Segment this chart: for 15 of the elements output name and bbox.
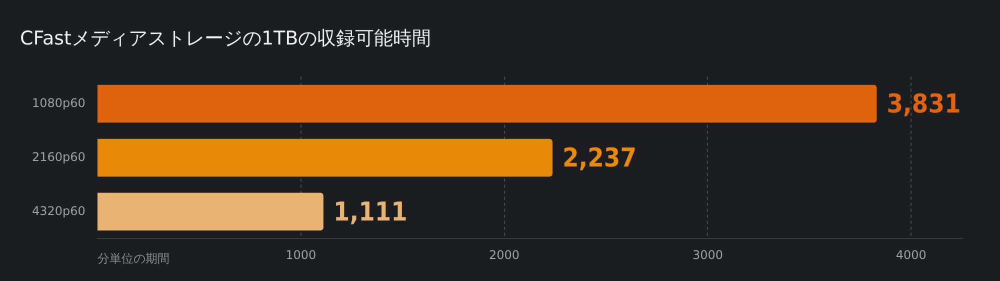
x-tick-label: 3000 [692,248,723,262]
x-tick-label: 2000 [489,248,520,262]
x-axis-title: 分単位の期間 [97,252,170,266]
x-tick-label: 4000 [896,248,926,262]
y-tick-label: 1080p60 [32,96,86,110]
data-label: 1,111 [333,197,408,228]
bar [97,84,877,123]
bar [97,192,324,231]
chart-title: CFastメディアストレージの1TBの収録可能時間 [20,27,432,50]
data-label: 3,831 [886,90,961,120]
y-tick-label: 2160p60 [32,150,86,164]
y-tick-label: 4320p60 [32,204,86,218]
data-label: 2,237 [562,143,636,174]
bar [97,138,552,177]
x-tick-label: 1000 [286,248,316,262]
